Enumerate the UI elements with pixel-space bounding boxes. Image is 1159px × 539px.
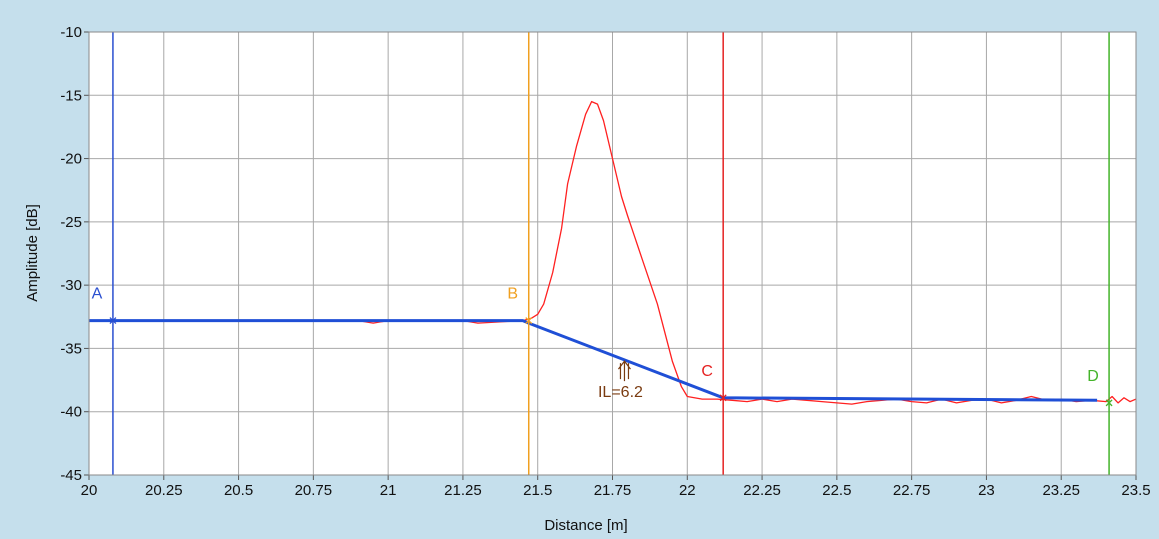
series [89,100,1136,405]
x-tick-label: 21 [380,482,397,499]
x-tick-label: 20.75 [295,482,333,499]
marker-d-point [1105,399,1113,407]
y-tick-label: -35 [60,340,82,357]
x-axis-label: Distance [m] [544,517,627,534]
x-tick-label: 23 [978,482,995,499]
x-tick-label: 22 [679,482,696,499]
x-tick-label: 23.25 [1042,482,1080,499]
axes: 20 20.25 20.5 20.75 21 21.25 21.5 21.75 22 22.25 2… [60,24,1150,499]
marker-c-label: C [701,363,713,380]
y-tick-label: -30 [60,277,82,294]
plot-border [88,31,1137,476]
y-tick-label: -15 [60,87,82,104]
x-tick-label: 20 [81,482,98,499]
x-tick-label: 21.75 [594,482,632,499]
x-tick-label: 20.5 [224,482,253,499]
y-tick-label: -40 [60,404,82,421]
annotations: IL=6.2 [598,360,643,401]
y-tick-label: -10 [60,24,82,41]
trace-line [89,100,1136,405]
marker-a-point [109,317,117,325]
marker-b-point [525,317,533,325]
y-tick-label: -45 [60,467,82,484]
x-tick-label: 22.75 [893,482,931,499]
x-tick-label: 22.25 [743,482,781,499]
marker-d-label: D [1087,368,1099,385]
fit-line [89,319,1098,402]
markers: A B C D [92,32,1113,475]
il-annotation: IL=6.2 [598,384,643,401]
marker-c-point [719,394,727,402]
x-tick-label: 22.5 [822,482,851,499]
marker-a-label: A [92,286,103,303]
y-axis-label: Amplitude [dB] [24,204,41,302]
y-tick-label: -25 [60,214,82,231]
x-tick-label: 23.5 [1121,482,1150,499]
y-tick-label: -20 [60,151,82,168]
marker-b-label: B [507,286,518,303]
x-tick-label: 20.25 [145,482,183,499]
x-tick-label: 21.5 [523,482,552,499]
il-arrow [617,360,631,382]
x-tick-label: 21.25 [444,482,482,499]
